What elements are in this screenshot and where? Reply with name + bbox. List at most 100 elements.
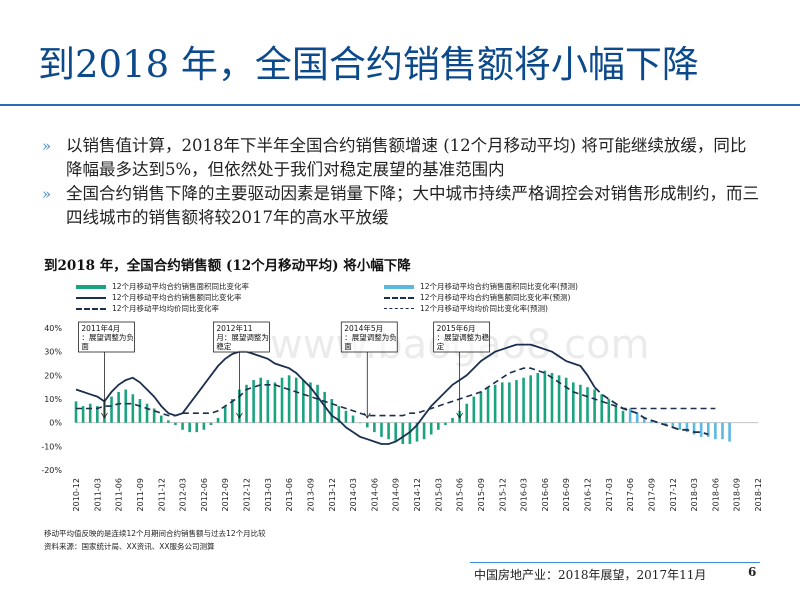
bar-area-yoy-forecast: [628, 408, 632, 423]
bar-area-yoy: [373, 422, 376, 433]
x-tick-label: 2018-09: [733, 478, 742, 511]
bar-area-yoy-forecast: [643, 417, 646, 423]
bar-area-yoy: [472, 396, 476, 423]
y-tick-label: -20%: [41, 466, 62, 475]
bar-area-yoy: [564, 377, 568, 423]
legend-swatch-line: [76, 297, 106, 299]
page-number: 6: [748, 565, 757, 579]
legend-swatch-dashed-forecast: [384, 308, 414, 309]
legend-label: 12个月移动平均合约销售额同比变化率(预测): [420, 293, 571, 302]
bar-area-yoy: [202, 422, 206, 430]
bar-area-yoy-forecast: [635, 413, 639, 423]
x-tick-label: 2018-03: [690, 478, 699, 511]
bar-area-yoy: [138, 399, 142, 423]
y-tick-label: 30%: [44, 348, 62, 357]
bullet-text: 全国合约销售下降的主要驱动因素是销量下降；大中城市持续严格调控会对销售形成制约，…: [66, 184, 759, 227]
bar-area-yoy: [536, 372, 540, 423]
bar-area-yoy: [167, 420, 170, 423]
legend-swatch-bar-forecast: [384, 285, 414, 289]
bar-area-yoy: [152, 408, 156, 423]
x-tick-label: 2011-09: [136, 478, 145, 511]
x-tick-label: 2016-09: [562, 478, 571, 511]
bar-area-yoy: [145, 403, 149, 423]
chart-note: 移动平均值反映的是连续12个月期间合约销售额与过去12个月比较: [44, 529, 266, 538]
legend-swatch-bar: [76, 285, 106, 289]
y-tick-label: 40%: [44, 324, 62, 333]
bar-area-yoy: [508, 382, 511, 423]
line-price-yoy: [76, 367, 602, 417]
bar-area-yoy: [266, 380, 270, 423]
bar-area-yoy: [88, 403, 92, 423]
legend-label: 12个月移动平均合约销售面积同比变化率(预测): [420, 282, 578, 291]
bar-area-yoy: [230, 399, 234, 423]
x-tick-label: 2015-03: [434, 478, 443, 511]
bar-area-yoy-forecast: [692, 422, 696, 435]
bullet-text: 以销售值计算，2018年下半年全国合约销售额增速 (12个月移动平均) 将可能继…: [66, 136, 747, 179]
bar-area-yoy: [110, 396, 113, 423]
bar-area-yoy: [287, 375, 291, 423]
x-tick-label: 2018-12: [754, 478, 763, 511]
bar-area-yoy: [607, 399, 611, 423]
bar-area-yoy: [81, 406, 85, 423]
bar-area-yoy: [358, 422, 362, 424]
x-tick-label: 2017-03: [605, 478, 614, 511]
bar-area-yoy: [500, 382, 504, 423]
x-tick-label: 2017-09: [647, 478, 656, 511]
bar-area-yoy: [571, 382, 575, 423]
annotation-label-line: 面: [344, 342, 352, 351]
annotation-box: [212, 321, 270, 353]
bar-area-yoy: [181, 422, 184, 430]
annotation-label-line: 月：展望调整为: [216, 332, 268, 342]
bar-area-yoy: [302, 380, 305, 423]
line-sales-yoy: [75, 343, 596, 445]
legend-label: 12个月移动平均合约销售额同比变化率: [112, 293, 242, 302]
legend-swatch-line-forecast: [384, 297, 414, 299]
bar-area-yoy: [209, 422, 213, 426]
bar-area-yoy-forecast: [721, 422, 724, 440]
x-tick-label: 2014-12: [413, 478, 422, 511]
annotation-label-line: ：展望调整为负: [81, 332, 133, 342]
annotation-label-line: 面: [81, 342, 89, 351]
footer-text: 中国房地产业：2018年展望，2017年11月: [474, 568, 707, 582]
annotation-label-line: 定: [437, 341, 445, 351]
bar-area-yoy: [273, 382, 277, 423]
bullet-list: » 以销售值计算，2018年下半年全国合约销售额增速 (12个月移动平均) 将可…: [42, 134, 762, 230]
bar-area-yoy: [543, 370, 547, 423]
bar-area-yoy-forecast: [685, 422, 689, 433]
line-price-yoy-forecast: [601, 400, 716, 410]
annotation-label-line: 稳定: [216, 341, 231, 351]
x-tick-label: 2014-03: [349, 478, 358, 511]
footer-divider: [470, 562, 760, 563]
bar-area-yoy: [124, 389, 128, 423]
bar-area-yoy: [550, 372, 554, 423]
x-tick-label: 2015-12: [498, 478, 507, 511]
bar-area-yoy: [394, 422, 397, 442]
x-tick-label: 2013-06: [285, 478, 294, 511]
x-tick-label: 2017-12: [669, 478, 678, 511]
bar-area-yoy: [259, 377, 263, 423]
x-tick-label: 2012-03: [179, 478, 188, 511]
bar-area-yoy: [351, 415, 355, 423]
y-tick-label: 0%: [49, 419, 62, 428]
annotation-label-line: 2012年11: [216, 323, 252, 333]
bar-area-yoy: [600, 394, 604, 423]
bar-area-yoy: [159, 415, 163, 423]
annotation-label-line: ：展望调整为稳: [437, 332, 490, 342]
x-tick-label: 2012-12: [243, 478, 252, 511]
bar-area-yoy: [444, 422, 447, 426]
annotation-arrow-icon: [236, 412, 243, 419]
bar-area-yoy: [380, 422, 383, 437]
x-tick-label: 2011-03: [93, 478, 102, 511]
chart-title: 到2018 年，全国合约销售额 (12个月移动平均) 将小幅下降: [44, 258, 411, 274]
bar-area-yoy: [586, 387, 589, 423]
bar-area-yoy: [316, 384, 319, 423]
bar-area-yoy: [216, 417, 220, 423]
bar-area-yoy: [223, 406, 227, 423]
x-tick-label: 2013-03: [264, 478, 273, 511]
bar-area-yoy: [515, 380, 518, 423]
bar-area-yoy: [252, 380, 255, 423]
legend-label: 12个月移动平均合约销售面积同比变化率: [112, 282, 250, 291]
bar-area-yoy-forecast: [728, 422, 731, 442]
bar-area-yoy: [408, 422, 412, 444]
